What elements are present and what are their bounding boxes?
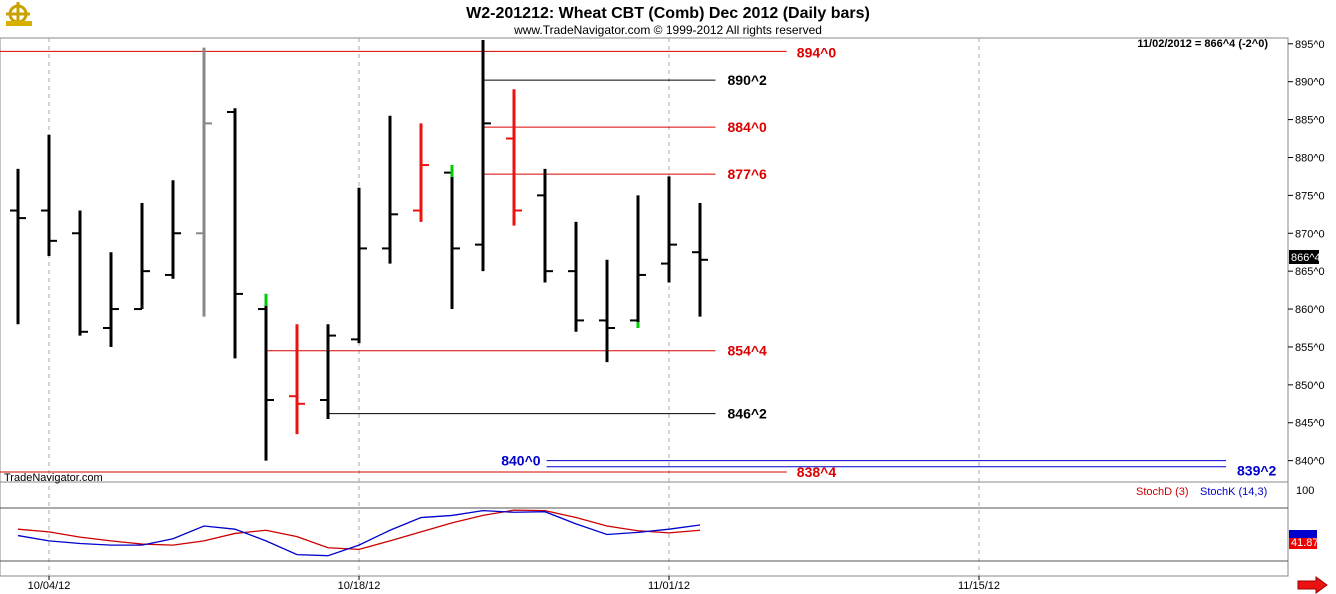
ohlc-bar <box>10 168 26 325</box>
ohlc-bar <box>72 210 88 336</box>
ohlc-bar <box>320 324 336 419</box>
stoch-k-line <box>17 509 701 557</box>
ohlc-bar <box>196 47 212 317</box>
y-tick-label: 840^0 <box>1295 456 1325 468</box>
ohlc-bar <box>692 202 708 317</box>
y-tick-label: 850^0 <box>1295 380 1325 392</box>
x-tick-label: 11/15/12 <box>958 580 1000 592</box>
stoch-axis-top: 100 <box>1296 485 1314 497</box>
ohlc-bar <box>413 123 429 222</box>
ohlc-bar <box>568 221 584 332</box>
blue-level-label: 839^2 <box>1237 463 1277 479</box>
ohlc-bar <box>382 115 398 264</box>
ohlc-bar <box>165 180 181 279</box>
level-label: 854^4 <box>728 343 768 359</box>
current-price-marker: 866^4 <box>1289 250 1321 264</box>
stochastic-lines <box>17 509 701 557</box>
y-tick-label: 845^0 <box>1295 418 1325 430</box>
ohlc-bar <box>599 259 615 363</box>
copyright-text: www.TradeNavigator.com © 1999-2012 All r… <box>513 23 822 37</box>
watermark-text: TradeNavigator.com <box>4 472 103 484</box>
grid <box>0 38 1288 576</box>
ohlc-bar <box>506 89 522 226</box>
x-tick-label: 10/18/12 <box>338 580 381 592</box>
stoch-value-label: 41.87 <box>1291 537 1319 549</box>
y-tick-label: 870^0 <box>1295 228 1325 240</box>
ohlc-bar <box>258 293 274 461</box>
level-label: 846^2 <box>728 406 768 422</box>
ohlc-bar <box>103 252 119 347</box>
logo-icon <box>3 1 33 27</box>
x-axis: 10/04/12 10/18/12 11/01/12 11/15/12 <box>28 576 1000 592</box>
ohlc-bar <box>661 176 677 283</box>
stoch-value-marker: 41.87 <box>1289 530 1319 549</box>
stoch-d-line <box>17 509 701 550</box>
chart-title: W2-201212: Wheat CBT (Comb) Dec 2012 (Da… <box>466 5 870 22</box>
ohlc-bar <box>444 165 460 310</box>
blue-level-label: 840^0 <box>501 453 541 469</box>
level-label: 894^0 <box>797 44 837 60</box>
price-pane <box>0 37 1289 483</box>
y-tick-label: 895^0 <box>1295 39 1325 51</box>
stoch-d-legend: StochD (3) <box>1136 486 1189 498</box>
stoch-k-legend: StochK (14,3) <box>1200 486 1267 498</box>
ohlc-bar <box>475 40 491 272</box>
stoch-pane <box>0 481 1289 577</box>
y-tick-label: 880^0 <box>1295 152 1325 164</box>
ohlc-bar <box>41 134 57 256</box>
y-tick-label: 885^0 <box>1295 115 1325 127</box>
x-tick-label: 10/04/12 <box>28 580 71 592</box>
x-tick-label: 11/01/12 <box>648 580 690 592</box>
level-label: 877^6 <box>728 166 768 182</box>
y-tick-label: 875^0 <box>1295 190 1325 202</box>
y-tick-label: 890^0 <box>1295 77 1325 89</box>
last-value-readout: 11/02/2012 = 866^4 (-2^0) <box>1137 38 1268 50</box>
ohlc-bar <box>351 187 367 344</box>
current-price-label: 866^4 <box>1291 252 1321 264</box>
level-label: 838^4 <box>797 464 837 480</box>
scroll-right-arrow-icon[interactable] <box>1297 576 1328 594</box>
ohlc-bar <box>630 195 646 328</box>
level-label: 890^2 <box>728 72 768 88</box>
y-tick-label: 860^0 <box>1295 304 1325 316</box>
ohlc-bar <box>134 202 150 311</box>
ohlc-bars <box>10 40 708 461</box>
y-tick-label: 865^0 <box>1295 266 1325 278</box>
level-label: 884^0 <box>728 119 768 135</box>
y-axis: 895^0 890^0 885^0 880^0 875^0 870^0 865^0 860^0… <box>1288 39 1325 468</box>
level-lines: 894^0 890^2 884^0 877^6 854^4 846^2 838^4 840^0… <box>0 44 1277 480</box>
ohlc-bar <box>227 108 243 359</box>
y-tick-label: 855^0 <box>1295 342 1325 354</box>
ohlc-bar <box>537 168 553 283</box>
ohlc-bar <box>289 324 305 435</box>
